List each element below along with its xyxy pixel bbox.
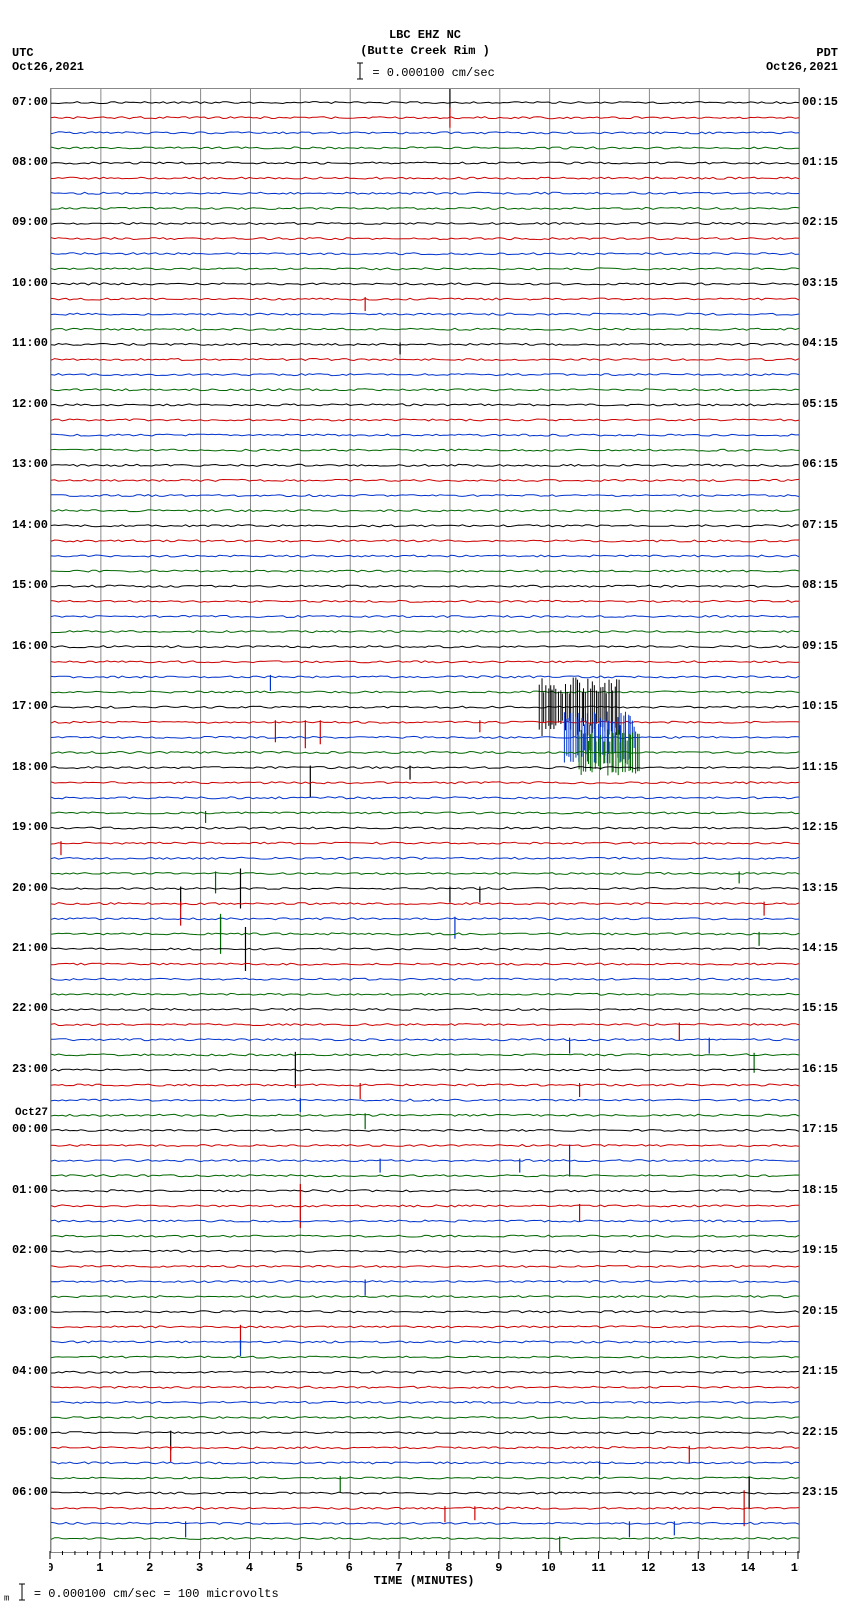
svg-text:15: 15 xyxy=(791,1561,799,1575)
utc-hour-label: 14:00 xyxy=(6,518,48,532)
svg-text:10: 10 xyxy=(541,1561,555,1575)
utc-hour-label: 01:00 xyxy=(6,1183,48,1197)
pdt-hour-label: 15:15 xyxy=(802,1001,844,1015)
svg-text:5: 5 xyxy=(296,1561,303,1575)
utc-hour-label: 07:00 xyxy=(6,95,48,109)
utc-hour-label: 08:00 xyxy=(6,155,48,169)
pdt-hour-label: 18:15 xyxy=(802,1183,844,1197)
utc-hour-label: 13:00 xyxy=(6,457,48,471)
header: LBC EHZ NC (Butte Creek Rim ) = 0.000100… xyxy=(0,28,850,84)
svg-text:2: 2 xyxy=(146,1561,153,1575)
pdt-hour-label: 13:15 xyxy=(802,881,844,895)
pdt-hour-label: 04:15 xyxy=(802,336,844,350)
utc-hour-label: 03:00 xyxy=(6,1304,48,1318)
utc-hour-label: 11:00 xyxy=(6,336,48,350)
utc-hour-label: 19:00 xyxy=(6,820,48,834)
svg-text:7: 7 xyxy=(395,1561,402,1575)
helicorder-plot xyxy=(50,88,800,1553)
timezone-left: UTC Oct26,2021 xyxy=(12,46,84,74)
pdt-hour-label: 19:15 xyxy=(802,1243,844,1257)
pdt-hour-label: 10:15 xyxy=(802,699,844,713)
svg-text:1: 1 xyxy=(96,1561,103,1575)
pdt-hour-label: 08:15 xyxy=(802,578,844,592)
footer: m = 0.000100 cm/sec = 100 microvolts xyxy=(4,1583,279,1605)
pdt-hour-label: 05:15 xyxy=(802,397,844,411)
pdt-hour-label: 20:15 xyxy=(802,1304,844,1318)
station-title: LBC EHZ NC xyxy=(0,28,850,42)
timezone-right: PDT Oct26,2021 xyxy=(766,46,838,74)
pdt-hour-label: 00:15 xyxy=(802,95,844,109)
utc-hour-label: 00:00 xyxy=(6,1122,48,1136)
svg-text:6: 6 xyxy=(346,1561,353,1575)
utc-hour-label: 18:00 xyxy=(6,760,48,774)
svg-text:4: 4 xyxy=(246,1561,253,1575)
pdt-hour-label: 16:15 xyxy=(802,1062,844,1076)
utc-hour-label: 09:00 xyxy=(6,215,48,229)
utc-hour-label: Oct27 xyxy=(6,1107,48,1119)
tz-left-label: UTC xyxy=(12,46,84,60)
pdt-hour-label: 14:15 xyxy=(802,941,844,955)
pdt-hour-label: 12:15 xyxy=(802,820,844,834)
svg-text:3: 3 xyxy=(196,1561,203,1575)
station-subtitle: (Butte Creek Rim ) xyxy=(0,44,850,58)
tz-right-label: PDT xyxy=(766,46,838,60)
pdt-hour-label: 02:15 xyxy=(802,215,844,229)
pdt-hour-label: 23:15 xyxy=(802,1485,844,1499)
pdt-hour-label: 03:15 xyxy=(802,276,844,290)
utc-hour-label: 05:00 xyxy=(6,1425,48,1439)
svg-text:8: 8 xyxy=(445,1561,452,1575)
utc-hour-label: 10:00 xyxy=(6,276,48,290)
pdt-hour-label: 07:15 xyxy=(802,518,844,532)
utc-hour-label: 02:00 xyxy=(6,1243,48,1257)
seismogram-page: LBC EHZ NC (Butte Creek Rim ) = 0.000100… xyxy=(0,0,850,1613)
utc-hour-label: 20:00 xyxy=(6,881,48,895)
utc-hour-label: 04:00 xyxy=(6,1364,48,1378)
pdt-hour-label: 21:15 xyxy=(802,1364,844,1378)
svg-text:14: 14 xyxy=(741,1561,755,1575)
utc-hour-label: 23:00 xyxy=(6,1062,48,1076)
tz-left-date: Oct26,2021 xyxy=(12,60,84,74)
scale-bar-label: = 0.000100 cm/sec xyxy=(0,62,850,84)
svg-text:0: 0 xyxy=(49,1561,54,1575)
tz-right-date: Oct26,2021 xyxy=(766,60,838,74)
pdt-hour-label: 11:15 xyxy=(802,760,844,774)
svg-text:9: 9 xyxy=(495,1561,502,1575)
utc-hour-label: 21:00 xyxy=(6,941,48,955)
svg-text:12: 12 xyxy=(641,1561,655,1575)
pdt-hour-label: 17:15 xyxy=(802,1122,844,1136)
svg-text:11: 11 xyxy=(591,1561,605,1575)
pdt-hour-label: 06:15 xyxy=(802,457,844,471)
utc-hour-label: 22:00 xyxy=(6,1001,48,1015)
pdt-hour-label: 01:15 xyxy=(802,155,844,169)
svg-text:TIME (MINUTES): TIME (MINUTES) xyxy=(374,1574,475,1587)
utc-hour-label: 17:00 xyxy=(6,699,48,713)
pdt-hour-label: 09:15 xyxy=(802,639,844,653)
utc-hour-label: 15:00 xyxy=(6,578,48,592)
utc-hour-label: 06:00 xyxy=(6,1485,48,1499)
footer-text: = 0.000100 cm/sec = 100 microvolts xyxy=(34,1587,279,1601)
utc-hour-label: 16:00 xyxy=(6,639,48,653)
pdt-hour-label: 22:15 xyxy=(802,1425,844,1439)
utc-hour-label: 12:00 xyxy=(6,397,48,411)
svg-text:13: 13 xyxy=(691,1561,705,1575)
